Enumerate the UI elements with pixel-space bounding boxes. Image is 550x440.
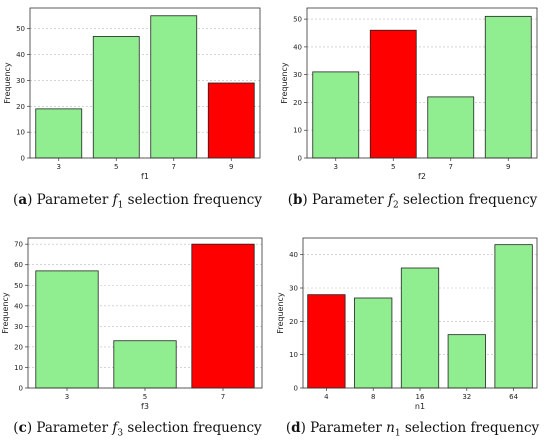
caption-c-var: f bbox=[112, 420, 118, 436]
caption-c-sub: 3 bbox=[117, 428, 124, 439]
caption-b-letter: b bbox=[292, 192, 303, 208]
x-tick-label: 7 bbox=[449, 163, 453, 171]
x-axis-label: f2 bbox=[418, 172, 426, 181]
caption-b: (b) Parameter f2 selection frequency bbox=[287, 192, 538, 211]
chart-b: 0 10 20 30 40 50 3 5 7 9 f2 Frequency bbox=[280, 7, 538, 181]
y-axis-label: Frequency bbox=[280, 62, 289, 104]
bar-4 bbox=[307, 294, 346, 389]
x-axis-label: f3 bbox=[141, 402, 149, 411]
caption-b-suffix: selection frequency bbox=[403, 192, 538, 208]
y-tick-label: 50 bbox=[293, 16, 302, 24]
caption-c-prefix: Parameter bbox=[36, 420, 109, 436]
y-tick-label: 30 bbox=[16, 77, 25, 85]
bar-5 bbox=[92, 36, 140, 159]
x-tick-label: 3 bbox=[65, 393, 69, 401]
y-tick-label: 0 bbox=[19, 385, 23, 393]
x-tick-label: 64 bbox=[509, 393, 518, 401]
caption-b-sub: 2 bbox=[392, 200, 399, 211]
bar-5 bbox=[369, 29, 417, 159]
plot-frame bbox=[29, 7, 261, 159]
caption-a-sub: 1 bbox=[117, 200, 124, 211]
x-tick-label: 3 bbox=[57, 163, 61, 171]
x-tick-label: 32 bbox=[462, 393, 471, 401]
x-tick-label: 9 bbox=[506, 163, 510, 171]
bar-3 bbox=[35, 108, 83, 159]
chart-d: 0 10 20 30 40 4 8 16 32 64 n1 Frequency bbox=[276, 237, 538, 411]
bar-9 bbox=[484, 15, 532, 159]
bar-32 bbox=[447, 334, 486, 389]
bar-5 bbox=[113, 340, 177, 389]
caption-c: (c) Parameter f3 selection frequency bbox=[13, 420, 262, 439]
chart-panel-a: 0 10 20 30 40 50 3 5 7 9 f1 Frequency (a) Parameter… bbox=[0, 0, 275, 220]
x-tick-label: 5 bbox=[391, 163, 395, 171]
y-tick-label: 40 bbox=[16, 51, 25, 59]
plot-frame bbox=[306, 7, 538, 159]
bar-7 bbox=[427, 96, 475, 159]
caption-a-var: f bbox=[112, 192, 118, 208]
y-tick-label: 30 bbox=[293, 71, 302, 79]
y-tick-label: 0 bbox=[294, 385, 298, 393]
x-tick-label: 5 bbox=[143, 393, 147, 401]
caption-a-prefix: Parameter bbox=[36, 192, 109, 208]
x-tick-label: 9 bbox=[229, 163, 233, 171]
caption-a: (a) Parameter f1 selection frequency bbox=[13, 192, 262, 211]
bar-9 bbox=[207, 82, 255, 159]
x-tick-label: 4 bbox=[324, 393, 329, 401]
y-tick-label: 60 bbox=[14, 261, 23, 269]
chart-c: 0 10 20 30 40 50 60 70 3 5 7 f3 Frequency bbox=[1, 237, 263, 411]
y-tick-label: 20 bbox=[14, 343, 23, 351]
y-tick-label: 10 bbox=[14, 364, 23, 372]
caption-b-prefix: Parameter bbox=[311, 192, 384, 208]
bar-3 bbox=[312, 71, 360, 159]
x-axis-label: n1 bbox=[415, 402, 425, 411]
y-axis-label: Frequency bbox=[1, 292, 10, 334]
y-tick-label: 0 bbox=[298, 155, 302, 163]
y-tick-label: 30 bbox=[289, 285, 298, 293]
caption-a-letter: a bbox=[18, 192, 28, 208]
y-tick-label: 70 bbox=[14, 241, 23, 249]
y-tick-label: 0 bbox=[21, 155, 25, 163]
y-tick-label: 10 bbox=[293, 127, 302, 135]
caption-a-suffix: selection frequency bbox=[127, 192, 262, 208]
y-tick-label: 20 bbox=[16, 103, 25, 111]
y-tick-label: 50 bbox=[14, 282, 23, 290]
chart-a: 0 10 20 30 40 50 3 5 7 9 f1 Frequency bbox=[3, 7, 261, 181]
caption-d-sub: 1 bbox=[394, 428, 401, 439]
y-axis-label: Frequency bbox=[3, 62, 12, 104]
y-tick-label: 10 bbox=[16, 129, 25, 137]
y-tick-label: 40 bbox=[289, 251, 298, 259]
chart-panel-d: 0 10 20 30 40 4 8 16 32 64 n1 Frequency (d) Paramet… bbox=[275, 228, 550, 440]
caption-d-letter: d bbox=[291, 420, 301, 436]
x-axis-label: f1 bbox=[141, 172, 149, 181]
caption-d-suffix: selection frequency bbox=[404, 420, 540, 436]
y-tick-label: 10 bbox=[289, 351, 298, 359]
x-tick-label: 7 bbox=[221, 393, 225, 401]
x-tick-label: 8 bbox=[371, 393, 375, 401]
caption-d-var: n bbox=[386, 420, 395, 436]
bar-8 bbox=[354, 297, 393, 389]
y-tick-label: 40 bbox=[14, 302, 23, 310]
bar-7 bbox=[191, 243, 255, 389]
y-tick-label: 40 bbox=[293, 43, 302, 51]
chart-panel-c: 0 10 20 30 40 50 60 70 3 5 7 f3 Frequency (c) Parame… bbox=[0, 228, 275, 440]
caption-b-var: f bbox=[387, 192, 393, 208]
y-tick-label: 50 bbox=[16, 25, 25, 33]
y-tick-label: 20 bbox=[293, 99, 302, 107]
x-tick-label: 16 bbox=[416, 393, 425, 401]
bar-7 bbox=[150, 15, 198, 159]
caption-d: (d) Parameter n1 selection frequency bbox=[285, 420, 540, 439]
x-tick-label: 3 bbox=[334, 163, 338, 171]
bar-3 bbox=[35, 270, 99, 389]
caption-c-letter: c bbox=[18, 420, 27, 436]
chart-panel-b: 0 10 20 30 40 50 3 5 7 9 f2 Frequency (b) Parameter… bbox=[275, 0, 550, 220]
y-tick-label: 20 bbox=[289, 318, 298, 326]
x-tick-label: 7 bbox=[172, 163, 176, 171]
bar-64 bbox=[494, 244, 533, 389]
y-tick-label: 30 bbox=[14, 323, 23, 331]
y-axis-label: Frequency bbox=[276, 292, 285, 334]
x-tick-label: 5 bbox=[114, 163, 118, 171]
caption-d-prefix: Parameter bbox=[310, 420, 382, 436]
bar-16 bbox=[400, 267, 440, 389]
caption-c-suffix: selection frequency bbox=[127, 420, 262, 436]
